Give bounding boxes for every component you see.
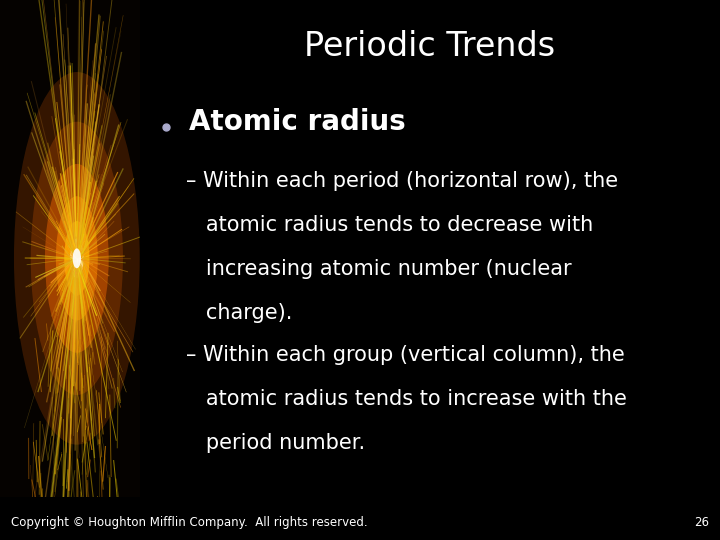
- Ellipse shape: [56, 196, 98, 320]
- Ellipse shape: [14, 72, 140, 444]
- Text: atomic radius tends to increase with the: atomic radius tends to increase with the: [186, 389, 627, 409]
- Text: atomic radius tends to decrease with: atomic radius tends to decrease with: [186, 215, 593, 235]
- Text: period number.: period number.: [186, 433, 365, 453]
- Text: Periodic Trends: Periodic Trends: [305, 30, 555, 63]
- Text: Copyright © Houghton Mifflin Company.  All rights reserved.: Copyright © Houghton Mifflin Company. Al…: [11, 516, 367, 529]
- Text: increasing atomic number (nuclear: increasing atomic number (nuclear: [186, 259, 572, 279]
- Text: Atomic radius: Atomic radius: [189, 107, 406, 136]
- Ellipse shape: [64, 221, 89, 295]
- Ellipse shape: [45, 164, 109, 353]
- Ellipse shape: [70, 239, 84, 278]
- Text: 26: 26: [694, 516, 709, 529]
- Ellipse shape: [73, 248, 81, 268]
- Text: charge).: charge).: [186, 302, 292, 322]
- Ellipse shape: [31, 122, 123, 395]
- Text: – Within each period (horizontal row), the: – Within each period (horizontal row), t…: [186, 171, 618, 191]
- Text: – Within each group (vertical column), the: – Within each group (vertical column), t…: [186, 345, 625, 365]
